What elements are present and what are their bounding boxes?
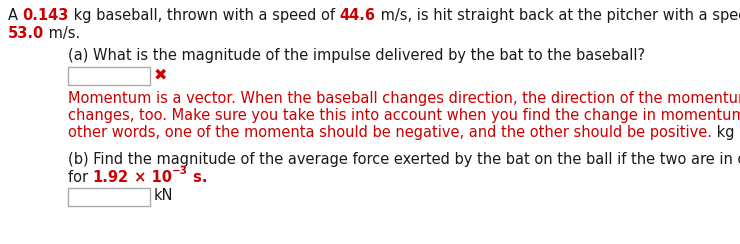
Text: 44.6: 44.6 bbox=[340, 8, 376, 23]
Text: (b) Find the magnitude of the average force exerted by the bat on the ball if th: (b) Find the magnitude of the average fo… bbox=[68, 152, 740, 167]
Text: kN: kN bbox=[154, 189, 173, 203]
Text: changes, too. Make sure you take this into account when you find the change in m: changes, too. Make sure you take this in… bbox=[68, 108, 740, 123]
Text: kg baseball, thrown with a speed of: kg baseball, thrown with a speed of bbox=[69, 8, 340, 23]
Bar bbox=[68, 67, 150, 85]
Text: × 10: × 10 bbox=[129, 170, 172, 185]
Text: −3: −3 bbox=[172, 166, 188, 176]
Text: m/s, is hit straight back at the pitcher with a speed of: m/s, is hit straight back at the pitcher… bbox=[376, 8, 740, 23]
Text: s.: s. bbox=[188, 170, 207, 185]
Text: 0.143: 0.143 bbox=[23, 8, 69, 23]
Text: other words, one of the momenta should be negative, and the other should be posi: other words, one of the momenta should b… bbox=[68, 125, 712, 140]
Text: 53.0: 53.0 bbox=[8, 26, 44, 41]
Text: A: A bbox=[8, 8, 23, 23]
Text: Momentum is a vector. When the baseball changes direction, the direction of the : Momentum is a vector. When the baseball … bbox=[68, 91, 740, 106]
Text: 1.92: 1.92 bbox=[92, 170, 129, 185]
Bar bbox=[68, 188, 150, 206]
Text: for: for bbox=[68, 170, 92, 185]
Text: (a) What is the magnitude of the impulse delivered by the bat to the baseball?: (a) What is the magnitude of the impulse… bbox=[68, 48, 645, 63]
Text: ✖: ✖ bbox=[154, 68, 167, 82]
Text: m/s.: m/s. bbox=[44, 26, 81, 41]
Text: kg · m/s: kg · m/s bbox=[712, 125, 740, 140]
